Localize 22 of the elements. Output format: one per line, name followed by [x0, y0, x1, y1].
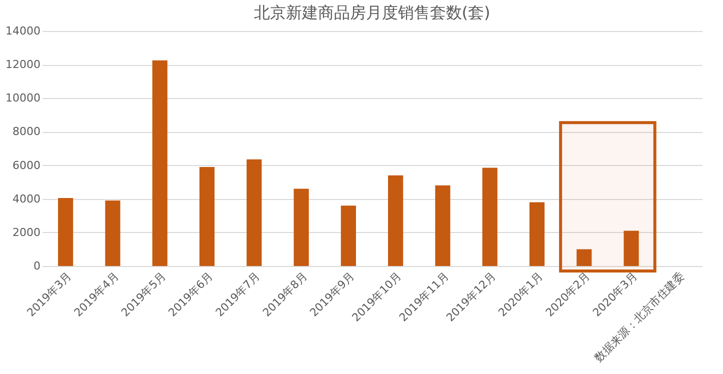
y-tick-label: 6000 — [12, 158, 40, 172]
bar — [152, 60, 168, 266]
bar — [246, 159, 262, 266]
bar — [105, 200, 120, 266]
y-tick-label: 0 — [34, 260, 40, 272]
y-tick-label: 14000 — [6, 24, 40, 38]
bar — [199, 166, 215, 266]
bar — [529, 202, 545, 266]
bar — [340, 206, 356, 266]
bar — [482, 168, 498, 266]
y-tick-label: 10000 — [6, 92, 40, 105]
bar — [435, 185, 450, 266]
bar — [388, 175, 404, 266]
y-tick-label: 12000 — [6, 58, 40, 72]
bar — [624, 230, 639, 266]
chart-title: 北京新建商品房月度销售套数(套) — [254, 3, 490, 22]
bar — [294, 188, 309, 266]
y-tick-label: 8000 — [12, 125, 40, 138]
y-tick-label: 2000 — [12, 226, 40, 239]
bar — [576, 249, 592, 266]
y-tick-label: 4000 — [12, 192, 40, 206]
bar — [58, 198, 74, 266]
